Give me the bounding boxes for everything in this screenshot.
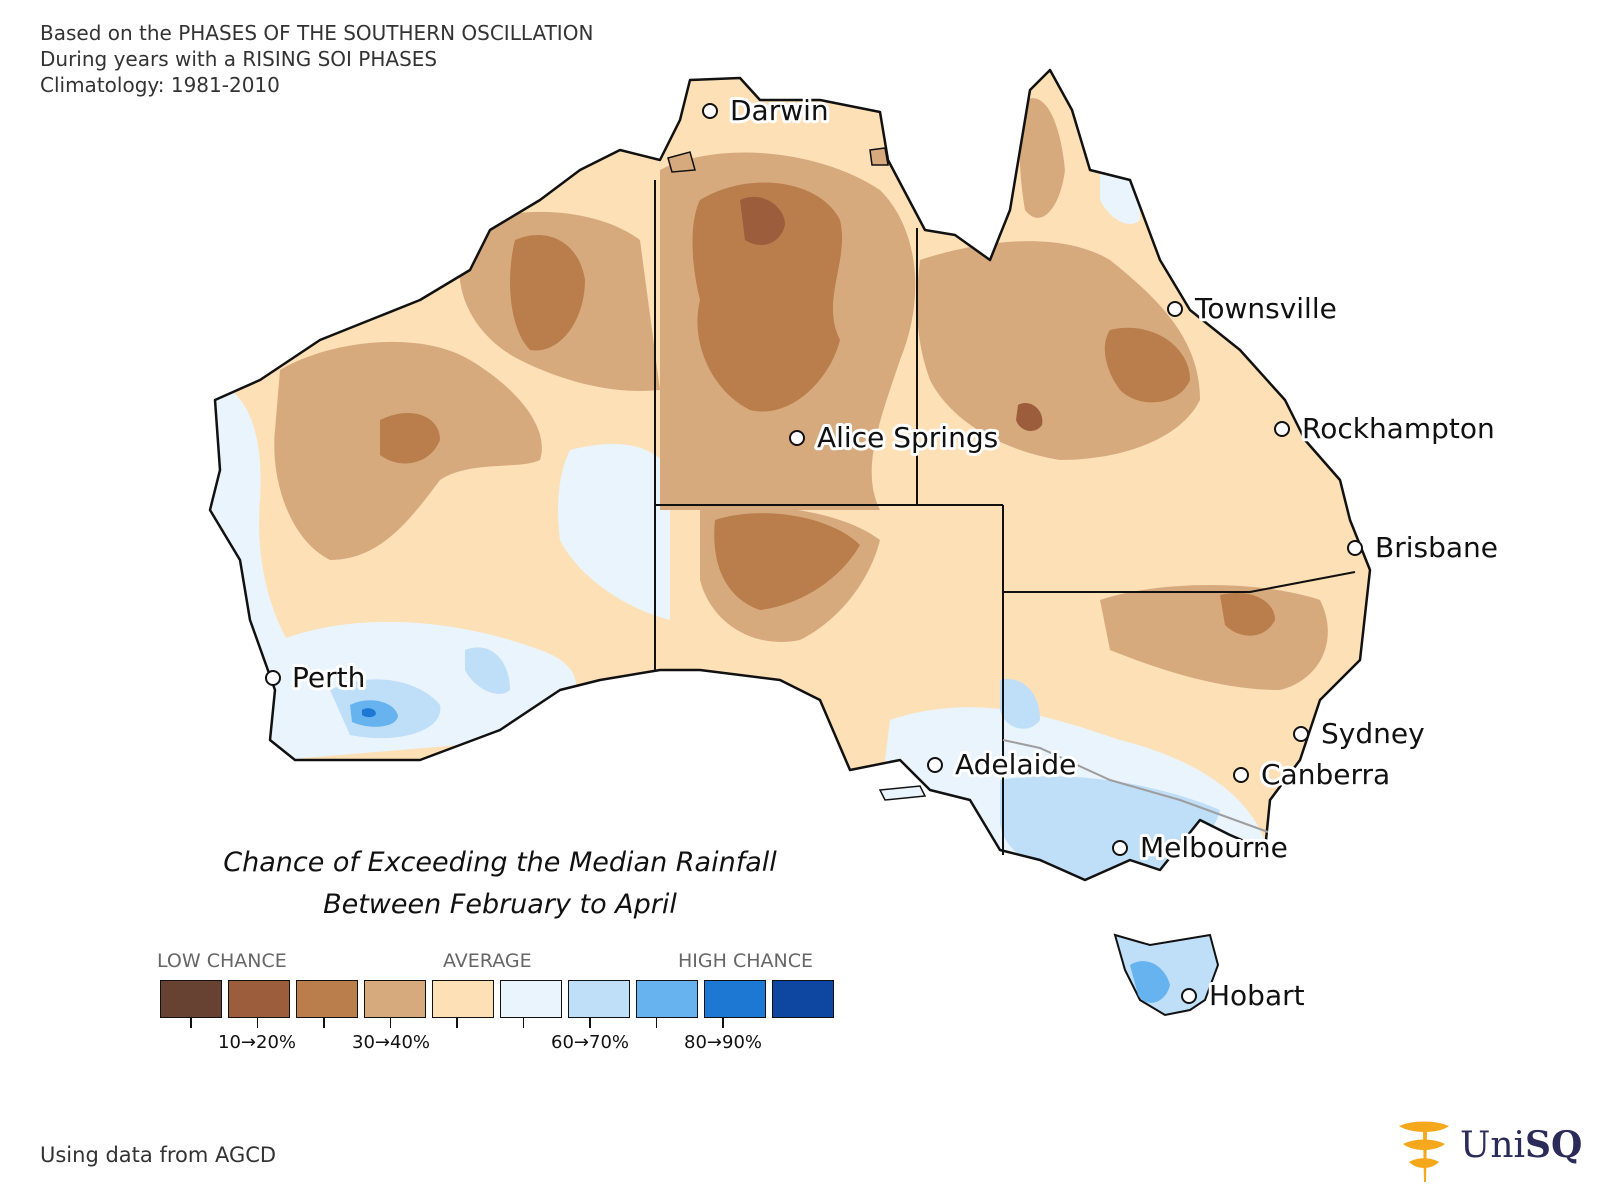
data-source-note: Using data from AGCD <box>40 1143 277 1167</box>
shade-nsw-brown-mid <box>1220 592 1275 636</box>
map-header: Based on the PHASES OF THE SOUTHERN OSCI… <box>40 20 593 98</box>
shade-qld-brown-dark <box>1016 402 1043 432</box>
legend-swatch <box>296 980 358 1018</box>
legend-average: AVERAGE <box>443 950 532 972</box>
shade-sa-blue <box>1000 679 1040 729</box>
city-perth[interactable]: Perth <box>265 658 368 697</box>
state-borders <box>654 180 1356 855</box>
legend-tick-30-40: 30→40% <box>352 1032 430 1053</box>
city-label-darwin: Darwin <box>730 94 829 127</box>
tasmania-shade <box>1130 961 1170 1003</box>
tasmania <box>1113 933 1220 1017</box>
legend-swatch <box>704 980 766 1018</box>
city-hobart[interactable]: Hobart <box>1181 976 1308 1015</box>
shade-wa-brown-mid <box>380 412 440 464</box>
tasmania-fill <box>1113 933 1220 1017</box>
legend-tick <box>323 1018 325 1028</box>
shade-qld-brown-mid <box>1104 327 1190 403</box>
unisq-emblem-icon <box>1399 1121 1449 1182</box>
shade-qld-brown <box>917 241 1200 460</box>
city-markers: Darwin Townsville Rockhampton Brisbane A… <box>265 91 1501 1015</box>
shade-sa-brown-mid <box>714 513 860 610</box>
legend-swatch <box>636 980 698 1018</box>
legend-tick-60-70: 60→70% <box>551 1032 629 1053</box>
legend-tick <box>589 1018 591 1028</box>
shade-sw-blue-deep <box>362 708 376 718</box>
city-label-melbourne: Melbourne <box>1140 831 1288 864</box>
legend-high-chance: HIGH CHANCE <box>678 950 813 972</box>
header-line-climatology: Climatology: 1981-2010 <box>40 73 280 97</box>
legend-swatches <box>160 980 840 1018</box>
city-label-hobart: Hobart <box>1209 979 1305 1012</box>
tiwi-islands <box>667 151 696 173</box>
city-label-adelaide: Adelaide <box>955 748 1076 781</box>
logo-name-part1: Uni <box>1460 1125 1526 1166</box>
header-line-phase: Based on the PHASES OF THE SOUTHERN OSCI… <box>40 21 594 45</box>
map-title: Chance of Exceeding the Median Rainfall … <box>140 842 860 926</box>
city-label-alice-springs: Alice Springs <box>817 421 998 454</box>
legend-tick <box>456 1018 458 1028</box>
map-title-line1: Chance of Exceeding the Median Rainfall <box>223 847 777 878</box>
shade-nt-brown-dark <box>740 196 785 245</box>
city-label-rockhampton: Rockhampton <box>1302 412 1495 445</box>
unisq-wordmark: UniSQ <box>1460 1124 1582 1166</box>
legend-tick <box>722 1018 724 1028</box>
city-melbourne[interactable]: Melbourne <box>1112 828 1291 867</box>
border-nsw-vic <box>1002 739 1269 833</box>
shade-sw-blue-2 <box>465 647 510 694</box>
city-label-brisbane: Brisbane <box>1375 531 1498 564</box>
legend-tick <box>256 1018 258 1028</box>
shade-vic-blue <box>1000 776 1220 880</box>
city-label-townsville: Townsville <box>1194 292 1337 325</box>
city-townsville[interactable]: Townsville <box>1167 289 1340 328</box>
legend-tick-labels: 10→20% 30→40% 60→70% 80→90% <box>160 1032 840 1056</box>
header-line-soi: During years with a RISING SOI PHASES <box>40 47 438 71</box>
legend-ticks <box>160 1018 840 1032</box>
city-sydney[interactable]: Sydney <box>1293 714 1428 753</box>
groote-island <box>869 147 889 166</box>
unisq-logo: UniSQ <box>1395 1118 1582 1184</box>
kangaroo-island <box>878 785 927 801</box>
legend-swatch <box>364 980 426 1018</box>
legend-swatch <box>500 980 562 1018</box>
map-title-line2: Between February to April <box>323 889 677 920</box>
city-adelaide[interactable]: Adelaide <box>927 745 1079 784</box>
legend-swatch <box>772 980 834 1018</box>
shade-kimberley-brown-mid <box>510 234 585 351</box>
legend-swatch <box>160 980 222 1018</box>
city-alice-springs[interactable]: Alice Springs <box>789 418 1001 457</box>
legend-tick-10-20: 10→20% <box>218 1032 296 1053</box>
legend-tick <box>655 1018 657 1028</box>
border-qld-nsw <box>1003 571 1356 593</box>
shade-nt-brown-mid <box>692 182 843 412</box>
legend-swatch <box>432 980 494 1018</box>
legend-swatch <box>568 980 630 1018</box>
legend-tick-80-90: 80→90% <box>684 1032 762 1053</box>
mainland-coastline <box>208 68 1372 882</box>
legend-low-chance: LOW CHANCE <box>157 950 287 972</box>
legend-headings: LOW CHANCE AVERAGE HIGH CHANCE <box>157 950 840 974</box>
shade-central-west-blue <box>558 444 670 620</box>
legend-swatch <box>228 980 290 1018</box>
city-darwin[interactable]: Darwin <box>702 91 832 130</box>
color-legend: LOW CHANCE AVERAGE HIGH CHANCE 10→20% 30… <box>157 950 840 1056</box>
legend-tick <box>389 1018 391 1028</box>
shade-cape-york-brown <box>1019 98 1065 218</box>
legend-tick <box>522 1018 524 1028</box>
city-label-sydney: Sydney <box>1321 717 1425 750</box>
city-label-perth: Perth <box>292 661 365 694</box>
city-rockhampton[interactable]: Rockhampton <box>1274 409 1498 448</box>
city-label-canberra: Canberra <box>1261 758 1390 791</box>
city-brisbane[interactable]: Brisbane <box>1347 528 1501 567</box>
logo-name-part2: SQ <box>1525 1124 1583 1166</box>
city-canberra[interactable]: Canberra <box>1233 755 1393 794</box>
legend-tick <box>190 1018 192 1028</box>
